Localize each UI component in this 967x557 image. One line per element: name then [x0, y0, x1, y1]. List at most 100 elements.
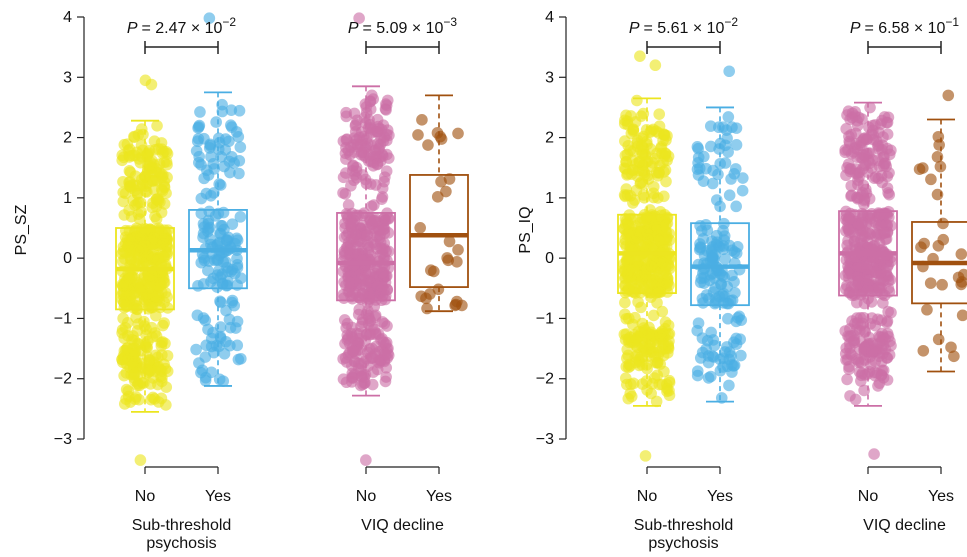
data-point	[376, 243, 389, 256]
data-point	[880, 160, 893, 173]
data-point	[730, 139, 743, 151]
data-point	[128, 286, 141, 299]
data-point	[725, 350, 737, 362]
data-point	[158, 156, 170, 169]
data-point	[200, 187, 213, 200]
data-point	[450, 298, 462, 311]
data-point	[228, 299, 241, 312]
data-point	[866, 345, 878, 358]
significance-bracket: P = 5.09 × 10−3	[348, 15, 457, 54]
data-point	[379, 171, 391, 183]
data-point	[640, 375, 653, 387]
data-point	[631, 94, 643, 107]
y-tick-label: 3	[63, 69, 72, 86]
x-tick-label: No	[858, 488, 879, 505]
data-point	[128, 130, 140, 143]
data-point	[371, 113, 384, 126]
data-point	[135, 223, 148, 236]
data-point	[700, 289, 713, 301]
group-label: Sub-threshold	[132, 517, 232, 534]
data-point	[376, 281, 389, 293]
data-point	[350, 134, 363, 146]
data-point	[721, 341, 733, 353]
outlier-point	[360, 454, 372, 466]
data-point	[635, 275, 648, 287]
data-point	[382, 152, 395, 164]
data-point	[921, 303, 933, 316]
points-no	[116, 74, 174, 466]
data-point	[955, 278, 967, 291]
x-tick-label: No	[356, 488, 377, 505]
data-point	[137, 257, 150, 270]
data-point	[705, 326, 717, 339]
data-point	[205, 150, 217, 163]
data-point	[375, 193, 388, 205]
data-point	[635, 139, 648, 152]
data-point	[368, 214, 381, 227]
data-point	[143, 354, 156, 366]
data-point	[731, 241, 744, 253]
data-point	[858, 384, 870, 397]
data-point	[658, 150, 671, 162]
data-point	[622, 312, 635, 325]
data-point	[431, 190, 444, 203]
data-point	[124, 246, 136, 259]
data-point	[695, 272, 708, 285]
x-tick-label: Yes	[707, 488, 733, 505]
data-point	[653, 108, 666, 120]
data-point	[663, 335, 675, 347]
data-point	[872, 154, 884, 167]
data-point	[414, 222, 426, 234]
data-point	[340, 208, 353, 220]
data-point	[855, 219, 868, 231]
data-point	[379, 375, 392, 388]
data-point	[451, 255, 463, 268]
data-point	[156, 371, 168, 384]
significance-bracket: P = 5.61 × 10−2	[629, 15, 738, 54]
data-point	[843, 363, 855, 376]
data-point	[204, 139, 217, 152]
x-tick-label: Yes	[928, 488, 954, 505]
y-tick-label: 2	[545, 130, 554, 147]
data-point	[150, 193, 163, 206]
data-point	[925, 173, 937, 186]
data-point	[841, 353, 854, 366]
data-point	[377, 336, 390, 349]
data-point	[350, 161, 363, 174]
data-point	[876, 144, 888, 156]
data-point	[660, 175, 672, 188]
outlier-point	[353, 12, 365, 25]
data-point	[146, 301, 159, 314]
data-point	[704, 370, 717, 383]
data-point	[859, 230, 871, 243]
data-point	[338, 314, 351, 326]
data-point	[624, 189, 637, 202]
data-point	[193, 150, 205, 163]
data-point	[209, 210, 222, 222]
x-axis	[867, 466, 942, 474]
data-point	[619, 296, 631, 309]
data-point	[380, 361, 393, 374]
data-point	[652, 192, 664, 204]
p-value-label: P = 6.58 × 10−1	[850, 15, 960, 37]
data-point	[723, 379, 735, 392]
x-axis	[646, 466, 721, 474]
data-point	[226, 121, 238, 133]
x-tick-label: Yes	[426, 488, 452, 505]
data-point	[193, 119, 206, 132]
data-point	[622, 349, 634, 362]
data-point	[412, 129, 424, 141]
data-point	[913, 163, 926, 175]
data-point	[212, 254, 224, 266]
data-point	[213, 136, 226, 149]
data-point	[706, 177, 719, 190]
data-point	[360, 177, 373, 190]
data-point	[842, 214, 855, 226]
y-tick-label: 1	[63, 190, 72, 207]
data-point	[360, 328, 373, 341]
data-point	[846, 111, 859, 124]
y-tick-label: 2	[63, 130, 72, 147]
data-point	[712, 121, 725, 134]
